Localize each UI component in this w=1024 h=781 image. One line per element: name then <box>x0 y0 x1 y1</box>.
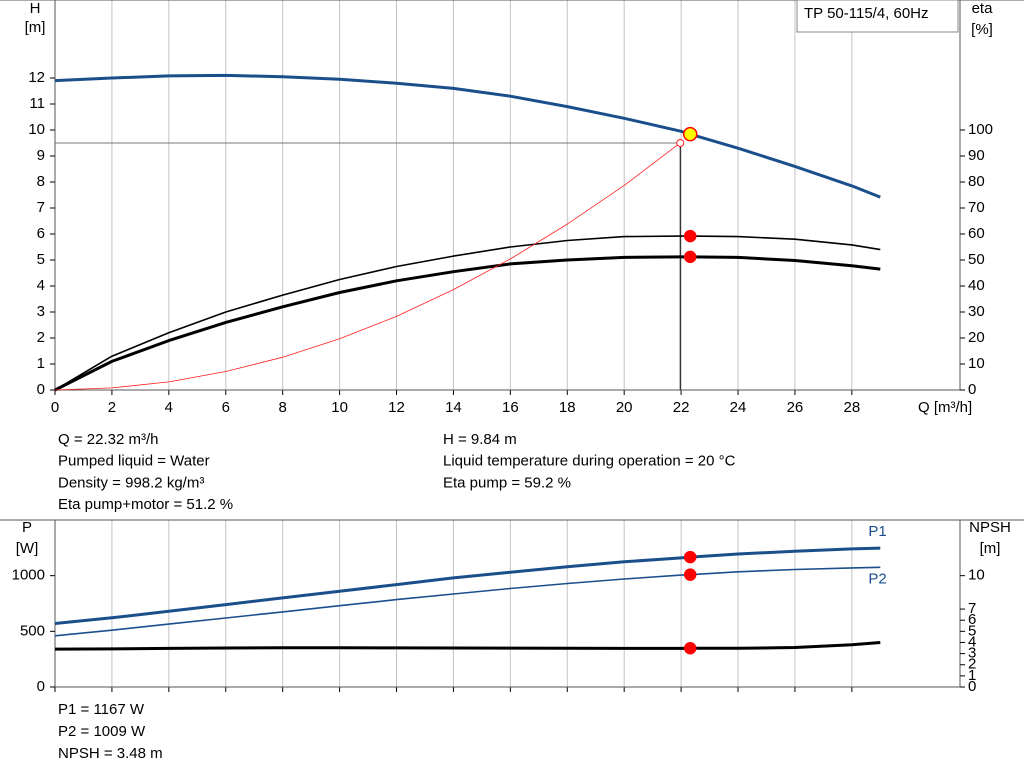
y2-tick-label: 7 <box>968 600 976 617</box>
curve <box>54 566 881 637</box>
x-tick-label: 22 <box>673 399 690 416</box>
y-axis-unit: [W] <box>16 540 39 557</box>
operating-point <box>683 550 697 564</box>
x-tick-label: 4 <box>165 399 173 416</box>
y2-axis-unit: [%] <box>971 21 993 38</box>
y-axis-label: H <box>30 0 41 17</box>
x-tick-label: 24 <box>730 399 747 416</box>
y2-tick-label: 100 <box>968 121 993 138</box>
y2-tick-label: 0 <box>968 381 976 398</box>
y2-tick-label: 30 <box>968 303 985 320</box>
curve <box>54 141 682 391</box>
y2-tick-label: 3 <box>968 645 976 662</box>
operating-point <box>683 250 697 264</box>
y2-tick-label: 10 <box>968 567 985 584</box>
x-tick-label: 10 <box>331 399 348 416</box>
curve <box>54 546 881 625</box>
y2-axis-label: eta <box>972 0 994 17</box>
y-tick-label: 6 <box>37 225 45 242</box>
y2-axis-label: NPSH <box>969 519 1011 536</box>
info-text: H = 9.84 m <box>443 431 517 448</box>
y-tick-label: 1000 <box>12 567 45 584</box>
info-text: Liquid temperature during operation = 20… <box>443 453 736 470</box>
x-tick-label: 26 <box>787 399 804 416</box>
x-axis-label: Q [m³/h] <box>918 399 972 416</box>
y-tick-label: 9 <box>37 147 45 164</box>
y2-tick-label: 2 <box>968 656 976 673</box>
y2-tick-label: 5 <box>968 622 976 639</box>
y2-axis-unit: [m] <box>980 540 1001 557</box>
x-tick-label: 18 <box>559 399 576 416</box>
operating-point <box>683 568 697 581</box>
curve <box>54 255 881 392</box>
info-text: Eta pump+motor = 51.2 % <box>58 496 233 513</box>
info-text: Density = 998.2 kg/m³ <box>58 474 204 491</box>
info-text: Q = 22.32 m³/h <box>58 431 158 448</box>
title-box <box>796 0 959 33</box>
x-tick-label: 12 <box>388 399 405 416</box>
curve <box>54 73 881 199</box>
y2-tick-label: 1 <box>968 667 976 684</box>
info-text: P2 = 1009 W <box>58 723 146 740</box>
info-text: NPSH = 3.48 m <box>58 745 163 762</box>
y2-tick-label: 80 <box>968 173 985 190</box>
y2-tick-label: 70 <box>968 199 985 216</box>
x-tick-label: 16 <box>502 399 519 416</box>
x-tick-label: 6 <box>222 399 230 416</box>
operating-point <box>682 126 698 142</box>
y-tick-label: 7 <box>37 199 45 216</box>
y2-tick-label: 0 <box>968 678 976 695</box>
y2-tick-label: 6 <box>968 611 976 628</box>
x-tick-label: 0 <box>51 399 59 416</box>
series-label: P1 <box>868 523 886 540</box>
x-tick-label: 20 <box>616 399 633 416</box>
info-text: Pumped liquid = Water <box>58 453 210 470</box>
operating-point <box>683 229 697 243</box>
y-tick-label: 5 <box>37 251 45 268</box>
x-tick-label: 8 <box>279 399 287 416</box>
y-tick-label: 4 <box>37 277 45 294</box>
chart-title: TP 50-115/4, 60Hz <box>804 5 929 22</box>
operating-point <box>683 642 697 655</box>
y-tick-label: 12 <box>28 69 45 86</box>
y2-tick-label: 20 <box>968 329 985 346</box>
y2-tick-label: 90 <box>968 147 985 164</box>
y2-tick-label: 60 <box>968 225 985 242</box>
y2-tick-label: 10 <box>968 355 985 372</box>
info-text: P1 = 1167 W <box>58 701 145 718</box>
guide-point <box>676 139 685 147</box>
plot-frame <box>54 0 961 391</box>
y-tick-label: 1 <box>37 355 45 372</box>
y-tick-label: 2 <box>37 329 45 346</box>
curve <box>54 235 881 391</box>
y2-tick-label: 4 <box>968 633 976 650</box>
y2-tick-label: 50 <box>968 251 985 268</box>
info-text: Eta pump = 59.2 % <box>443 474 571 491</box>
plot-frame <box>54 519 961 688</box>
y2-tick-label: 40 <box>968 277 985 294</box>
x-tick-label: 2 <box>108 399 116 416</box>
y-tick-label: 8 <box>37 173 45 190</box>
x-tick-label: 28 <box>844 399 861 416</box>
y-tick-label: 0 <box>37 678 45 695</box>
y-axis-label: P <box>22 519 32 536</box>
y-tick-label: 3 <box>37 303 45 320</box>
y-tick-label: 500 <box>20 622 45 639</box>
y-axis-unit: [m] <box>25 19 46 36</box>
x-tick-label: 14 <box>445 399 462 416</box>
curve <box>54 641 881 651</box>
y-tick-label: 0 <box>37 381 45 398</box>
y-tick-label: 10 <box>28 121 45 138</box>
series-label: P2 <box>868 570 886 587</box>
y-tick-label: 11 <box>29 95 45 112</box>
